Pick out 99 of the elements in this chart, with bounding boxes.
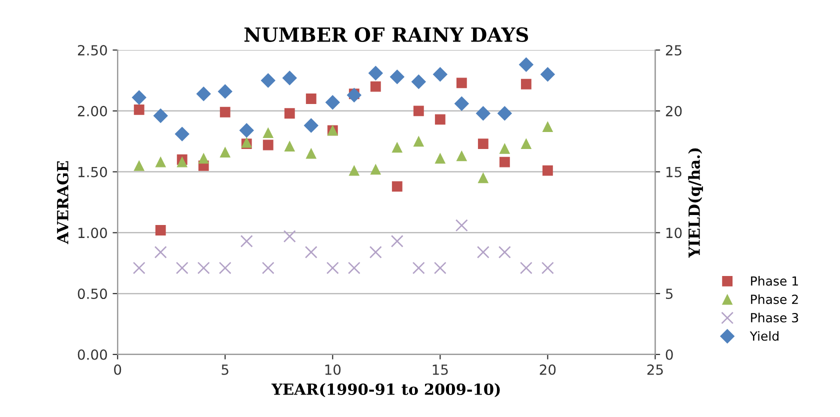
legend-label: Phase 2 (751, 294, 798, 304)
point (476, 106, 490, 121)
point (134, 104, 144, 115)
point (282, 70, 297, 86)
point (155, 156, 166, 168)
point (520, 262, 532, 274)
point (283, 230, 296, 243)
y2-tick-label: 15 (666, 166, 682, 178)
point (455, 219, 468, 232)
point (176, 262, 188, 274)
point (434, 114, 446, 125)
point (306, 148, 316, 159)
point (392, 142, 402, 153)
y-tick-label: 1.00 (78, 228, 107, 238)
point (540, 67, 555, 82)
y-tick-label: 2.00 (78, 106, 107, 116)
x-tick-label: 5 (222, 364, 228, 375)
point (348, 262, 360, 274)
point (541, 262, 554, 274)
x-tick-label: 0 (114, 364, 122, 375)
point (325, 95, 340, 110)
point (218, 84, 232, 99)
y-tick-label: 2.50 (78, 45, 107, 56)
point (346, 88, 362, 102)
point (542, 165, 553, 176)
point (368, 66, 383, 80)
x-axis-title: YEAR(1990-91 to 2009-10) (271, 383, 500, 398)
point (411, 74, 426, 89)
point (220, 147, 230, 158)
point (218, 262, 232, 274)
point (434, 153, 446, 164)
point (284, 108, 295, 119)
point (220, 106, 230, 118)
point (456, 78, 467, 88)
point (154, 246, 167, 258)
point (390, 70, 404, 84)
point (306, 94, 316, 104)
chart-title: NUMBER OF RAINY DAYS (244, 27, 528, 42)
point (174, 126, 190, 142)
point (369, 246, 382, 258)
legend-label: Phase 1 (751, 276, 798, 286)
point (155, 225, 166, 236)
y2-tick-label: 20 (666, 106, 682, 116)
point (499, 156, 510, 168)
point (304, 246, 318, 258)
y2-tick-label: 25 (666, 45, 682, 56)
point (132, 262, 146, 274)
point (370, 81, 381, 92)
point (392, 181, 402, 192)
point (348, 165, 360, 176)
point (498, 246, 511, 258)
x-tick-label: 25 (647, 364, 663, 375)
point (413, 106, 424, 116)
point (413, 136, 424, 147)
point (196, 86, 211, 102)
point (262, 140, 274, 150)
legend-label: Yield (750, 331, 778, 341)
point (454, 96, 469, 111)
y2-tick-label: 5 (666, 288, 673, 300)
point (262, 262, 274, 274)
point (478, 138, 488, 150)
point (304, 118, 318, 133)
y2-axis-title: YIELD(q/ha.) (688, 148, 703, 258)
point (520, 78, 532, 90)
point (134, 160, 144, 171)
y-tick-label: 0.00 (78, 349, 107, 360)
y-axis-title: AVERAGE (56, 161, 68, 244)
point (260, 73, 276, 88)
legend-label: Phase 3 (751, 312, 798, 322)
x-tick-label: 10 (325, 364, 341, 375)
point (499, 143, 510, 154)
point (326, 262, 339, 274)
point (132, 90, 146, 105)
point (497, 106, 512, 121)
point (370, 164, 381, 175)
point (412, 262, 425, 274)
point (542, 122, 553, 132)
point (198, 153, 209, 164)
point (176, 156, 188, 168)
x-tick-label: 20 (540, 364, 556, 375)
point (432, 67, 448, 82)
point (262, 128, 274, 138)
point (478, 172, 488, 184)
point (518, 57, 534, 72)
y2-tick-label: 10 (666, 228, 682, 238)
point (153, 108, 168, 124)
y2-tick-label: 0 (666, 349, 673, 360)
point (390, 234, 404, 248)
point (476, 246, 490, 258)
point (434, 262, 446, 274)
point (456, 150, 467, 162)
y-tick-label: 1.50 (78, 166, 107, 178)
point (239, 123, 254, 138)
point (240, 234, 253, 248)
point (520, 138, 532, 150)
point (284, 141, 295, 152)
y-tick-label: 0.50 (78, 288, 107, 300)
point (197, 262, 210, 274)
x-tick-label: 15 (432, 364, 448, 375)
